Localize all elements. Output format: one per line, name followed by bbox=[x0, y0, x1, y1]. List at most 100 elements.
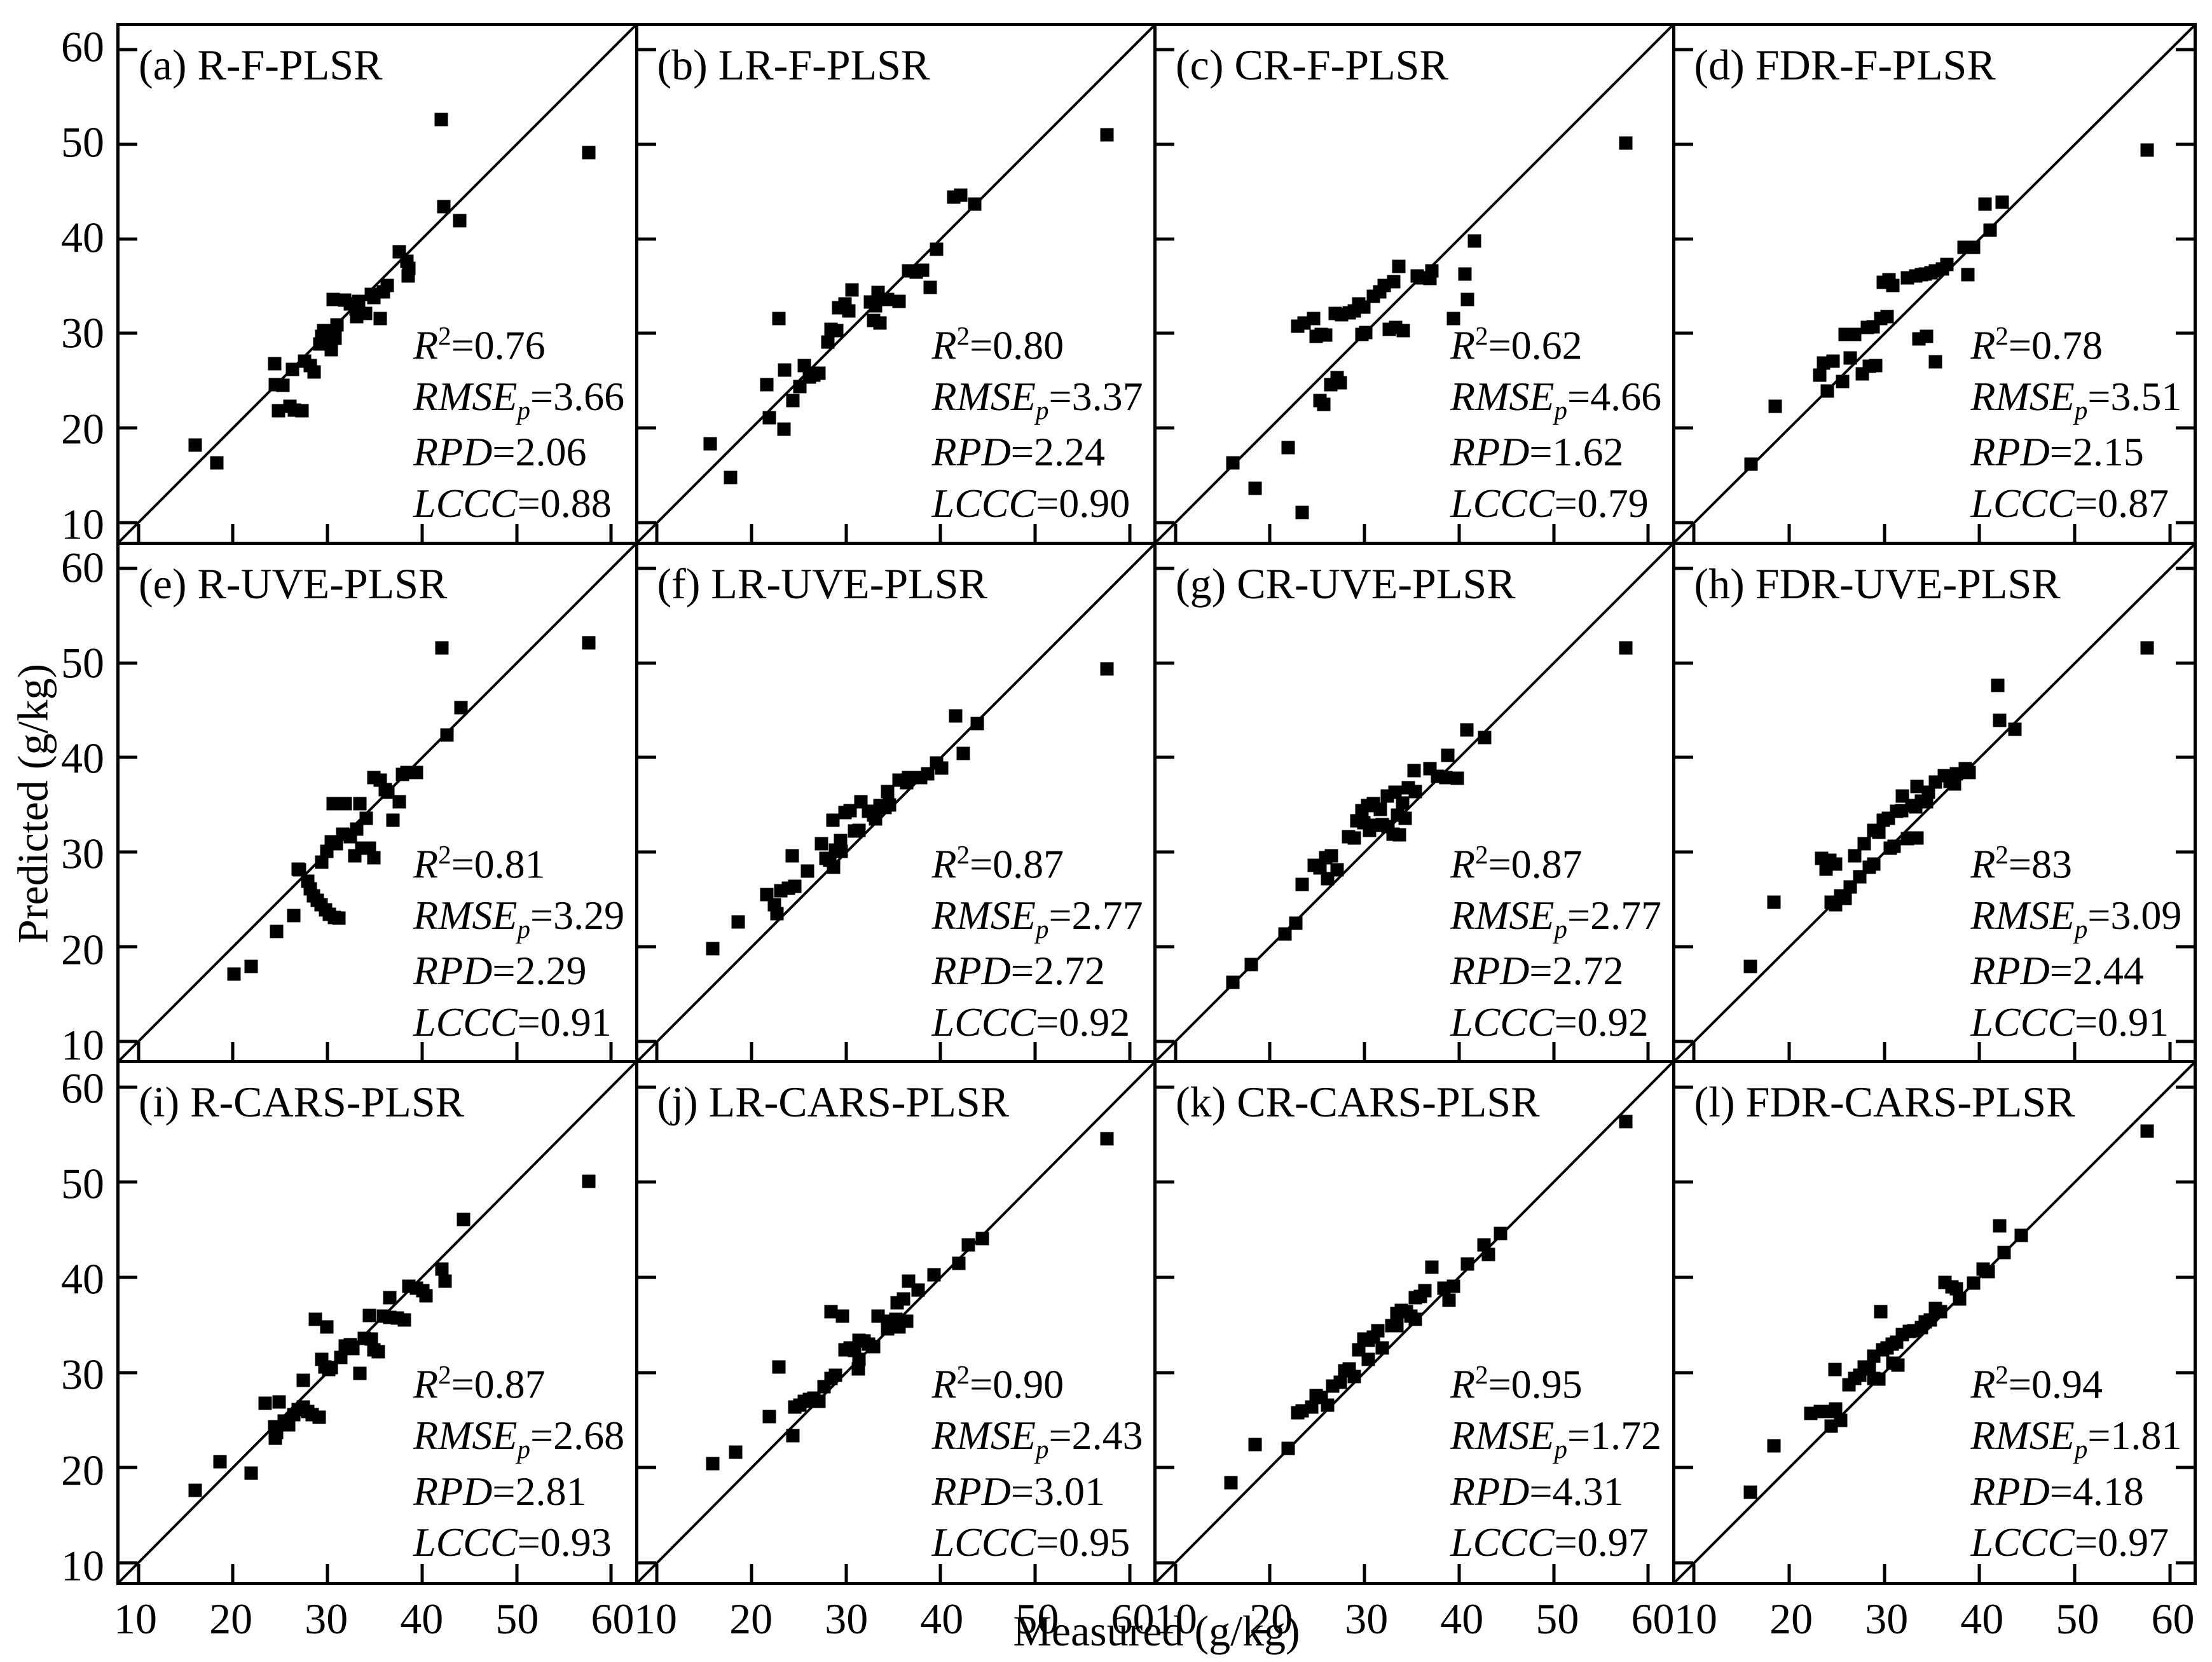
scatter-panel-g: (g) CR-UVE-PLSR R2=0.87 RMSEp=2.77 RPD=2… bbox=[1157, 544, 1675, 1064]
stat-r2: R2=0.78 bbox=[1970, 321, 2103, 368]
panel-title: (d) FDR-F-PLSR bbox=[1694, 41, 1996, 89]
x-tick-label: 60 bbox=[1111, 1595, 1155, 1643]
data-point bbox=[1390, 1319, 1404, 1333]
stat-lccc: LCCC=0.90 bbox=[931, 481, 1130, 526]
data-point bbox=[952, 1256, 966, 1270]
data-point bbox=[326, 797, 340, 811]
data-point bbox=[772, 1360, 786, 1374]
data-point bbox=[1991, 678, 2005, 692]
data-point bbox=[1460, 292, 1474, 306]
y-tick-mark bbox=[1675, 945, 1693, 949]
data-point bbox=[1940, 258, 1954, 271]
x-tick-label: 10 bbox=[114, 1595, 158, 1643]
y-tick-mark-right bbox=[2176, 331, 2194, 335]
stat-r2: R2=0.87 bbox=[931, 839, 1064, 887]
stat-rpd: RPD=4.31 bbox=[1450, 1468, 1624, 1514]
data-point bbox=[956, 746, 970, 760]
data-point bbox=[927, 1268, 941, 1282]
y-tick-mark bbox=[120, 331, 137, 335]
data-point bbox=[881, 292, 895, 306]
identity-line bbox=[120, 26, 635, 542]
data-point bbox=[1408, 1312, 1422, 1326]
data-point bbox=[1768, 399, 1782, 413]
y-tick-mark-right bbox=[2176, 1040, 2194, 1043]
stat-lccc: LCCC=0.88 bbox=[413, 481, 612, 526]
data-point bbox=[838, 297, 852, 311]
panel-title: (e) R-UVE-PLSR bbox=[139, 559, 448, 608]
data-point bbox=[1390, 1307, 1404, 1321]
y-tick-mark-right bbox=[2176, 1466, 2194, 1469]
x-tick-label: 20 bbox=[729, 1595, 773, 1643]
y-tick-label: 10 bbox=[61, 1020, 104, 1069]
panel-title: (l) FDR-CARS-PLSR bbox=[1694, 1078, 2075, 1127]
stats-block: R2=0.87 RMSEp=2.77 RPD=2.72 LCCC=0.92 bbox=[931, 839, 1143, 1048]
axis-ticks bbox=[1675, 545, 2194, 1061]
data-point bbox=[1333, 376, 1347, 390]
data-point bbox=[381, 785, 395, 799]
stat-rpd: RPD=2.44 bbox=[1970, 948, 2144, 994]
y-tick-mark-right bbox=[2176, 1085, 2194, 1089]
data-point bbox=[869, 299, 883, 313]
data-point bbox=[1387, 275, 1401, 289]
data-point bbox=[834, 844, 848, 858]
y-tick-label: 50 bbox=[61, 638, 104, 687]
x-tick-mark bbox=[1268, 1042, 1272, 1061]
data-point bbox=[949, 709, 963, 723]
stat-lccc: LCCC=0.92 bbox=[931, 999, 1130, 1045]
data-point bbox=[1100, 662, 1114, 675]
x-tick-label: 10 bbox=[634, 1595, 678, 1643]
data-point bbox=[364, 1332, 378, 1346]
y-tick-mark bbox=[120, 755, 137, 759]
data-point bbox=[786, 1429, 800, 1443]
data-point bbox=[1829, 1402, 1843, 1416]
stat-lccc: LCCC=0.97 bbox=[1450, 1520, 1649, 1565]
data-point bbox=[778, 363, 792, 377]
x-tick-label: 60 bbox=[2151, 1595, 2195, 1643]
x-tick-mark bbox=[2168, 523, 2172, 542]
data-point bbox=[328, 331, 342, 345]
panel-title: (c) CR-F-PLSR bbox=[1176, 41, 1448, 89]
data-point bbox=[291, 862, 305, 876]
scatter-points bbox=[1675, 545, 2194, 1061]
data-point bbox=[324, 343, 338, 357]
data-point bbox=[324, 1361, 338, 1375]
data-point bbox=[1355, 327, 1369, 341]
x-tick-mark bbox=[844, 523, 848, 542]
data-point bbox=[1333, 1375, 1347, 1389]
y-tick-mark bbox=[1157, 48, 1174, 52]
scatter-panel-a: (a) R-F-PLSR R2=0.76 RMSEp=3.66 RPD=2.06… bbox=[120, 26, 638, 545]
data-point bbox=[285, 362, 299, 376]
stat-r2: R2=83 bbox=[1970, 839, 2072, 887]
x-tick-mark bbox=[844, 1564, 848, 1582]
stats-block: R2=83 RMSEp=3.09 RPD=2.44 LCCC=0.91 bbox=[1970, 839, 2181, 1048]
stat-lccc: LCCC=0.93 bbox=[413, 1520, 612, 1565]
x-tick-mark bbox=[420, 1564, 424, 1582]
x-tick-label: 30 bbox=[1345, 1595, 1389, 1643]
data-point bbox=[1962, 766, 1976, 779]
data-point bbox=[1347, 1370, 1361, 1384]
axis-ticks bbox=[120, 1063, 635, 1582]
data-point bbox=[313, 337, 327, 351]
y-tick-mark bbox=[638, 237, 656, 241]
x-tick-mark bbox=[1457, 1564, 1461, 1582]
y-tick-mark bbox=[1157, 426, 1174, 430]
scatter-points bbox=[638, 545, 1154, 1061]
data-point bbox=[1997, 1246, 2011, 1260]
data-point bbox=[362, 1308, 376, 1322]
data-point bbox=[308, 1312, 322, 1326]
data-point bbox=[812, 1394, 826, 1408]
data-point bbox=[1467, 234, 1481, 248]
x-tick-label: 20 bbox=[209, 1595, 253, 1643]
x-tick-label: 50 bbox=[1535, 1595, 1579, 1643]
axis-ticks bbox=[638, 1063, 1154, 1582]
x-tick-mark bbox=[2168, 1564, 2172, 1582]
data-point bbox=[873, 316, 887, 330]
x-tick-mark bbox=[1883, 523, 1886, 542]
stat-r2: R2=0.87 bbox=[413, 1360, 546, 1407]
data-point bbox=[968, 197, 982, 211]
x-tick-mark bbox=[1033, 523, 1037, 542]
data-point bbox=[1895, 804, 1909, 818]
y-tick-label: 40 bbox=[61, 734, 104, 783]
data-point bbox=[359, 306, 373, 320]
y-tick-mark bbox=[638, 1466, 656, 1469]
